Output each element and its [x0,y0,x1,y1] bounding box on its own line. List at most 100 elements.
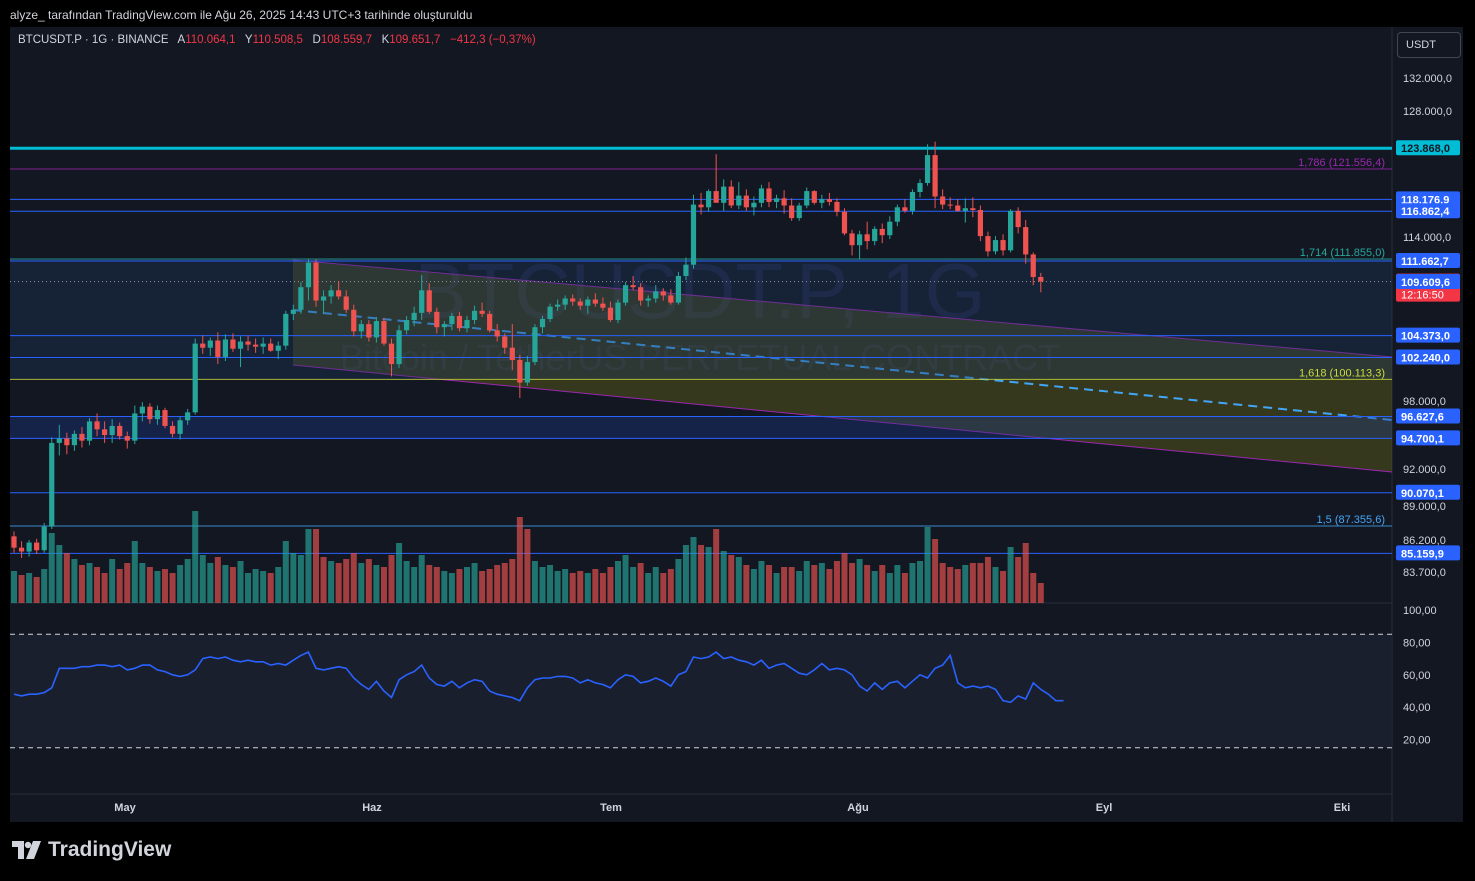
candle-body[interactable] [388,343,395,365]
candle-body[interactable] [283,313,289,346]
candle-body[interactable] [185,412,191,421]
candle-body[interactable] [237,341,244,349]
price-badge[interactable] [1396,349,1460,365]
candle-body[interactable] [864,234,870,242]
candle-body[interactable] [592,299,598,304]
candle-body[interactable] [962,208,968,211]
candle-body[interactable] [834,201,840,212]
candle-body[interactable] [675,275,681,303]
candle-body[interactable] [434,311,440,328]
candle-body[interactable] [94,421,100,430]
candle-body[interactable] [471,310,478,321]
tradingview-logo[interactable]: TradingView [12,838,171,862]
candle-body[interactable] [826,199,832,202]
candle-body[interactable] [26,542,32,552]
candle-body[interactable] [841,211,848,234]
candle-body[interactable] [343,296,349,310]
symbol-name[interactable]: BTCUSDT.P · 1G · BINANCE [18,34,169,46]
candle-body[interactable] [645,298,651,301]
candle-body[interactable] [411,312,417,321]
candle-body[interactable] [607,307,614,321]
candle-body[interactable] [547,306,553,319]
candle-body[interactable] [41,526,47,551]
candle-body[interactable] [751,202,757,208]
candle-body[interactable] [955,205,961,211]
candle-body[interactable] [653,291,659,299]
candle-body[interactable] [902,207,908,211]
candle-body[interactable] [758,188,765,203]
candle-body[interactable] [147,406,153,420]
candle-body[interactable] [487,313,493,331]
candle-body[interactable] [773,198,780,202]
candle-body[interactable] [909,192,916,211]
candle-body[interactable] [857,234,863,246]
candle-body[interactable] [947,204,953,206]
candle-body[interactable] [887,221,893,236]
candle-body[interactable] [796,205,802,219]
candle-body[interactable] [1015,210,1021,228]
candle-body[interactable] [894,207,900,222]
price-badge[interactable] [1396,545,1460,561]
candle-body[interactable] [494,330,500,337]
candle-body[interactable] [992,240,999,252]
candle-body[interactable] [64,438,70,446]
candle-body[interactable] [698,204,704,208]
candle-body[interactable] [683,264,689,276]
candle-body[interactable] [366,324,372,338]
price-badge[interactable] [1396,484,1460,500]
candle-body[interactable] [940,196,946,205]
candle-body[interactable] [260,343,266,347]
candle-body[interactable] [502,336,508,348]
candle-body[interactable] [207,340,213,348]
candle-body[interactable] [743,195,749,208]
candle-body[interactable] [1000,240,1006,251]
candle-body[interactable] [849,233,855,246]
candle-body[interactable] [789,205,795,219]
candle-body[interactable] [539,319,546,328]
candle-body[interactable] [721,186,727,203]
candle-body[interactable] [630,285,636,288]
candle-body[interactable] [819,199,825,203]
candle-body[interactable] [169,425,176,434]
candle-body[interactable] [985,236,991,252]
candle-body[interactable] [320,296,327,301]
candle-body[interactable] [924,155,931,183]
price-badge[interactable] [1396,274,1460,290]
candle-body[interactable] [358,324,364,332]
candle-body[interactable] [18,547,25,552]
price-badge[interactable] [1396,203,1460,219]
candle-body[interactable] [154,410,161,420]
candle-body[interactable] [479,310,485,314]
currency-button[interactable]: USDT [1397,32,1461,58]
candle-body[interactable] [275,345,281,351]
price-badge[interactable] [1396,191,1460,207]
candle-body[interactable] [298,287,304,310]
candle-body[interactable] [268,343,274,351]
candle-body[interactable] [177,420,183,434]
candle-body[interactable] [102,429,108,435]
candle-body[interactable] [811,191,817,203]
candle-body[interactable] [117,425,123,437]
candle-body[interactable] [728,186,734,206]
candle-body[interactable] [139,406,145,414]
candle-body[interactable] [1023,227,1029,255]
candle-body[interactable] [56,438,62,443]
candle-body[interactable] [79,433,85,441]
candle-body[interactable] [736,195,742,206]
candle-body[interactable] [396,330,402,365]
price-badge[interactable] [1396,430,1460,446]
candle-body[interactable] [34,542,40,551]
candle-body[interactable] [1030,254,1036,277]
candle-body[interactable] [404,320,410,331]
candle-body[interactable] [305,262,312,288]
candle-body[interactable] [200,343,206,348]
candle-body[interactable] [328,290,334,297]
candle-body[interactable] [11,536,17,548]
candle-body[interactable] [124,436,130,441]
candle-body[interactable] [1038,276,1044,282]
candle-body[interactable] [381,321,387,344]
candle-body[interactable] [351,309,357,332]
candle-body[interactable] [192,343,198,413]
candle-body[interactable] [532,327,538,363]
